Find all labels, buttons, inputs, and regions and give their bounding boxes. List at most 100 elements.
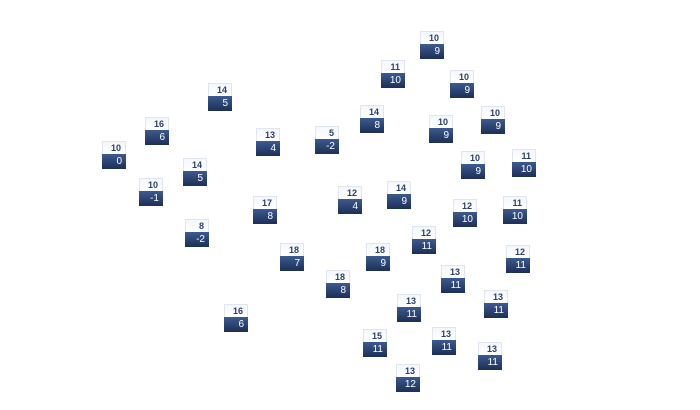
card-bottom-value: 11	[363, 342, 387, 357]
card-bottom-value: 8	[326, 283, 350, 298]
node-card[interactable]: 13 12	[396, 364, 420, 392]
card-top-value: 11	[503, 196, 527, 209]
card-bottom-value: -1	[139, 191, 163, 206]
card-top-value: 18	[280, 243, 304, 256]
node-card[interactable]: 5 -2	[315, 126, 339, 154]
node-card[interactable]: 13 11	[484, 290, 508, 318]
card-bottom-value: 11	[506, 258, 530, 273]
node-card[interactable]: 14 5	[208, 83, 232, 111]
node-card[interactable]: 10 9	[429, 115, 453, 143]
card-top-value: 8	[185, 219, 209, 232]
node-card[interactable]: 18 9	[366, 243, 390, 271]
card-bottom-value: 11	[441, 278, 465, 293]
card-bottom-value: 9	[366, 256, 390, 271]
card-top-value: 5	[315, 126, 339, 139]
node-card[interactable]: 14 9	[387, 181, 411, 209]
card-top-value: 13	[441, 265, 465, 278]
card-bottom-value: 9	[481, 119, 505, 134]
card-bottom-value: -2	[315, 139, 339, 154]
node-card[interactable]: 16 6	[145, 117, 169, 145]
card-bottom-value: 6	[145, 130, 169, 145]
card-bottom-value: 4	[256, 141, 280, 156]
node-card[interactable]: 11 10	[381, 60, 405, 88]
card-bottom-value: 11	[432, 340, 456, 355]
card-top-value: 14	[183, 158, 207, 171]
card-top-value: 11	[512, 149, 536, 162]
card-top-value: 10	[481, 106, 505, 119]
node-card[interactable]: 17 8	[253, 196, 277, 224]
node-card[interactable]: 13 11	[441, 265, 465, 293]
card-bottom-value: 9	[461, 164, 485, 179]
card-top-value: 10	[102, 141, 126, 154]
card-top-value: 13	[484, 290, 508, 303]
node-card[interactable]: 10 9	[420, 31, 444, 59]
card-top-value: 14	[208, 83, 232, 96]
node-card[interactable]: 18 8	[326, 270, 350, 298]
card-bottom-value: 11	[484, 303, 508, 318]
card-bottom-value: 6	[224, 317, 248, 332]
card-bottom-value: 5	[208, 96, 232, 111]
node-card[interactable]: 12 11	[506, 245, 530, 273]
node-card[interactable]: 10 9	[450, 70, 474, 98]
card-bottom-value: 10	[453, 212, 477, 227]
card-top-value: 12	[412, 226, 436, 239]
card-top-value: 12	[453, 199, 477, 212]
node-card[interactable]: 11 10	[512, 149, 536, 177]
card-bottom-value: 10	[503, 209, 527, 224]
card-top-value: 17	[253, 196, 277, 209]
card-bottom-value: 11	[412, 239, 436, 254]
node-card[interactable]: 12 10	[453, 199, 477, 227]
card-bottom-value: -2	[185, 232, 209, 247]
node-card[interactable]: 13 4	[256, 128, 280, 156]
node-card[interactable]: 11 10	[503, 196, 527, 224]
node-card[interactable]: 13 11	[478, 342, 502, 370]
card-top-value: 12	[506, 245, 530, 258]
card-bottom-value: 11	[397, 307, 421, 322]
node-card[interactable]: 12 11	[412, 226, 436, 254]
card-top-value: 14	[387, 181, 411, 194]
node-card[interactable]: 8 -2	[185, 219, 209, 247]
node-card[interactable]: 10 9	[461, 151, 485, 179]
node-card[interactable]: 12 4	[338, 186, 362, 214]
card-top-value: 10	[139, 178, 163, 191]
card-top-value: 10	[429, 115, 453, 128]
node-card[interactable]: 10 -1	[139, 178, 163, 206]
card-bottom-value: 10	[381, 73, 405, 88]
card-top-value: 16	[224, 304, 248, 317]
node-card[interactable]: 13 11	[397, 294, 421, 322]
card-bottom-value: 10	[512, 162, 536, 177]
node-card[interactable]: 10 0	[102, 141, 126, 169]
node-card[interactable]: 18 7	[280, 243, 304, 271]
card-top-value: 12	[338, 186, 362, 199]
node-card[interactable]: 13 11	[432, 327, 456, 355]
card-bottom-value: 9	[387, 194, 411, 209]
node-card[interactable]: 14 5	[183, 158, 207, 186]
card-top-value: 18	[326, 270, 350, 283]
node-card[interactable]: 16 6	[224, 304, 248, 332]
card-bottom-value: 8	[253, 209, 277, 224]
card-bottom-value: 9	[450, 83, 474, 98]
card-top-value: 10	[420, 31, 444, 44]
card-bottom-value: 7	[280, 256, 304, 271]
node-card[interactable]: 14 8	[360, 105, 384, 133]
card-bottom-value: 4	[338, 199, 362, 214]
card-top-value: 11	[381, 60, 405, 73]
card-top-value: 14	[360, 105, 384, 118]
card-top-value: 13	[397, 294, 421, 307]
card-top-value: 13	[478, 342, 502, 355]
card-top-value: 13	[256, 128, 280, 141]
card-top-value: 10	[461, 151, 485, 164]
card-top-value: 18	[366, 243, 390, 256]
card-top-value: 13	[396, 364, 420, 377]
card-bottom-value: 8	[360, 118, 384, 133]
card-top-value: 16	[145, 117, 169, 130]
card-bottom-value: 12	[396, 377, 420, 392]
card-top-value: 10	[450, 70, 474, 83]
card-bottom-value: 9	[429, 128, 453, 143]
node-card[interactable]: 10 9	[481, 106, 505, 134]
card-top-value: 13	[432, 327, 456, 340]
card-bottom-value: 0	[102, 154, 126, 169]
node-card[interactable]: 15 11	[363, 329, 387, 357]
card-bottom-value: 11	[478, 355, 502, 370]
